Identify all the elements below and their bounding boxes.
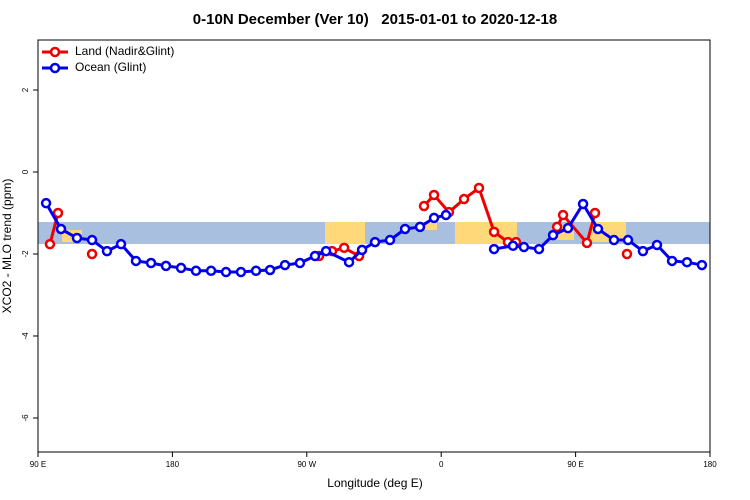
data-point: [160, 260, 172, 272]
data-point: [101, 245, 113, 257]
series-line: [555, 212, 597, 247]
data-point: [440, 209, 452, 221]
data-point: [309, 250, 321, 262]
data-point: [622, 234, 634, 246]
x-tick-label: 90 E: [30, 460, 46, 469]
data-point: [551, 221, 563, 233]
x-tick-label: 90 E: [567, 460, 583, 469]
data-point: [696, 259, 708, 271]
data-point: [338, 242, 350, 254]
y-tick-label: -2: [21, 250, 30, 258]
chart-title: 0-10N December (Ver 10) 2015-01-01 to 20…: [193, 11, 557, 28]
data-point: [651, 239, 663, 251]
data-point: [190, 265, 202, 277]
data-point: [343, 256, 355, 268]
y-axis-label: XCO2 - MLO trend (ppm): [0, 179, 14, 314]
data-point: [320, 245, 332, 257]
data-point: [488, 243, 500, 255]
y-tick-label: 0: [21, 169, 30, 174]
data-point: [205, 265, 217, 277]
data-point: [86, 234, 98, 246]
legend-marker: [49, 46, 61, 58]
x-tick-label: 180: [166, 460, 180, 469]
legend-label: Land (Nadir&Glint): [75, 44, 174, 58]
data-point: [557, 209, 569, 221]
data-point: [428, 212, 440, 224]
data-point: [115, 238, 127, 250]
series-line: [48, 212, 60, 245]
data-point: [52, 207, 64, 219]
data-point: [592, 223, 604, 235]
data-point: [55, 223, 67, 235]
data-point: [384, 234, 396, 246]
data-point: [518, 241, 530, 253]
data-point: [86, 248, 98, 260]
data-point: [279, 259, 291, 271]
data-point: [589, 207, 601, 219]
data-point: [608, 234, 620, 246]
data-point: [130, 255, 142, 267]
data-point: [220, 266, 232, 278]
data-point: [581, 237, 593, 249]
data-point: [356, 244, 368, 256]
data-point: [547, 229, 559, 241]
data-point: [562, 222, 574, 234]
data-point: [621, 248, 633, 260]
data-point: [681, 256, 693, 268]
x-axis-label: Longitude (deg E): [327, 476, 422, 490]
x-tick-label: 90 W: [297, 460, 316, 469]
data-point: [40, 197, 52, 209]
legend-label: Ocean (Glint): [75, 60, 146, 74]
data-point: [533, 243, 545, 255]
plot-frame: [37, 39, 711, 453]
data-point: [458, 193, 470, 205]
ocean-strip: [38, 222, 710, 244]
data-point: [369, 236, 381, 248]
data-point: [488, 226, 500, 238]
data-point: [175, 262, 187, 274]
data-point: [235, 266, 247, 278]
data-point: [577, 198, 589, 210]
legend-marker: [49, 62, 61, 74]
land-patch: [325, 222, 365, 244]
data-point: [264, 264, 276, 276]
data-point: [473, 182, 485, 194]
series-line: [44, 202, 447, 274]
x-tick-label: 180: [703, 460, 717, 469]
data-point: [666, 255, 678, 267]
data-point: [294, 257, 306, 269]
data-point: [71, 232, 83, 244]
data-point: [414, 221, 426, 233]
data-point: [507, 240, 519, 252]
data-point: [250, 265, 262, 277]
y-tick-label: -4: [21, 332, 30, 340]
data-point: [145, 257, 157, 269]
data-point: [399, 223, 411, 235]
x-tick-label: 0: [439, 460, 444, 469]
data-point: [637, 245, 649, 257]
y-tick-label: 2: [21, 87, 30, 92]
y-tick-label: -6: [21, 414, 30, 422]
data-point: [44, 238, 56, 250]
data-point: [428, 189, 440, 201]
data-point: [418, 200, 430, 212]
land-patch: [425, 222, 437, 230]
